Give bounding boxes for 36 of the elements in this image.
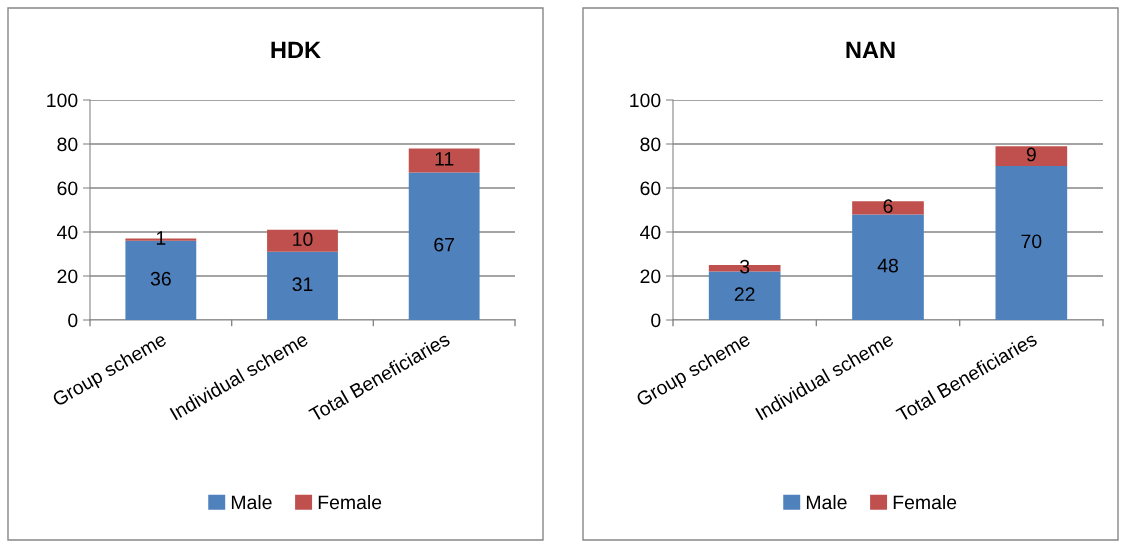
bar	[267, 251, 338, 320]
legend-label: Male	[806, 494, 847, 510]
chart-title: HDK	[271, 41, 321, 59]
y-tick-label: 20	[640, 269, 661, 284]
y-tick-label: 0	[651, 313, 661, 328]
data-label: 70	[1021, 234, 1042, 249]
y-tick-label: 80	[640, 137, 661, 152]
legend-label: Male	[231, 494, 272, 510]
y-tick-label: 20	[57, 269, 78, 284]
data-label: 22	[734, 287, 755, 301]
y-tick-label: 80	[57, 137, 78, 152]
chart-title: NAN	[846, 41, 895, 59]
y-tick-label: 40	[57, 225, 78, 240]
legend-label: Female	[893, 494, 957, 510]
y-tick-label: 60	[640, 181, 661, 196]
y-tick-label: 100	[630, 93, 661, 108]
y-tick-label: 60	[57, 181, 78, 196]
data-label: 9	[1026, 147, 1036, 162]
bar	[408, 172, 480, 320]
data-label: 67	[434, 237, 455, 252]
bar	[995, 166, 1068, 320]
data-label: 48	[877, 258, 898, 273]
data-label: 10	[293, 232, 313, 247]
bar	[852, 214, 924, 320]
bar	[995, 146, 1068, 166]
y-tick-label: 40	[640, 225, 661, 240]
legend-label: Female	[318, 494, 382, 510]
y-tick-label: 0	[68, 313, 78, 328]
data-label: 31	[292, 277, 313, 292]
y-tick-label: 100	[47, 93, 78, 108]
bar	[267, 229, 338, 252]
bar	[852, 201, 924, 215]
data-label: 36	[150, 271, 171, 286]
bar	[408, 148, 480, 173]
data-label: 6	[883, 199, 893, 214]
data-label: 11	[435, 152, 454, 166]
